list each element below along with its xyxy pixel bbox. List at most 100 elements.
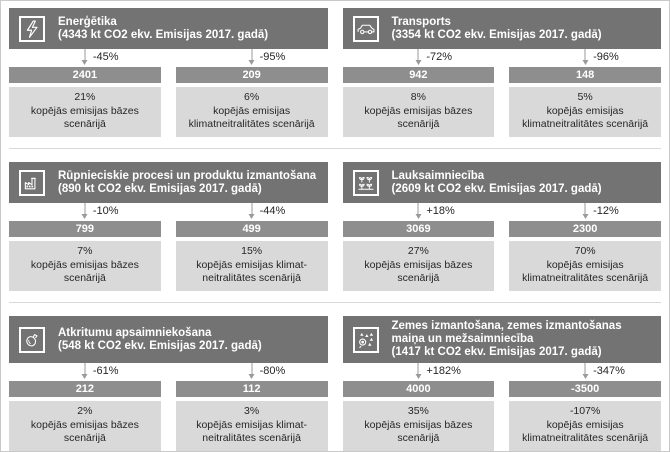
change-label: -10%	[92, 205, 119, 217]
panel-energy: Enerģētika (4343 kt CO2 ekv. Emisijas 20…	[9, 8, 328, 137]
change-label: -80%	[259, 365, 286, 377]
desc-label: kopējās emisijas klimatneitralitātes sce…	[522, 418, 649, 445]
desc-box: 8% kopējās emisijas bāzes scenārijā	[342, 87, 495, 137]
value-bar: 209	[175, 67, 328, 83]
desc-box: 15% kopējās emisijas klimat-neitralitāte…	[175, 241, 328, 291]
share-label: 6%	[244, 91, 260, 103]
share-label: 5%	[577, 91, 593, 103]
desc-label: kopējās emisijas bāzes scenārijā	[30, 104, 139, 131]
value-bar: 3069	[342, 221, 495, 237]
row-divider	[9, 302, 661, 303]
desc-box: 5% kopējās emisijas klimatneitralitātes …	[509, 87, 661, 137]
panel-energy-header: Enerģētika (4343 kt CO2 ekv. Emisijas 20…	[9, 8, 328, 49]
value-bar: 499	[175, 221, 328, 237]
panel-waste-header: Atkritumu apsaimniekošana (548 kt CO2 ek…	[9, 316, 328, 363]
value-bar: 148	[509, 67, 661, 83]
panel-land-use: Zemes izmantošana, zemes izmantošanas ma…	[342, 316, 661, 451]
share-label: 3%	[244, 405, 260, 417]
value-bar: 112	[175, 381, 328, 397]
panel-subtitle: (890 kt CO2 ekv. Emisijas 2017. gadā)	[58, 182, 262, 195]
down-arrow-icon	[584, 203, 586, 214]
panel-title: Atkritumu apsaimniekošana	[58, 326, 212, 339]
panel-subtitle: (4343 kt CO2 ekv. Emisijas 2017. gadā)	[58, 28, 269, 41]
base-scenario-column: +182% 4000 35% kopējās emisijas bāzes sc…	[342, 363, 495, 451]
down-arrow-icon	[417, 203, 419, 214]
desc-label: kopējās emisijas klimatneitralitātes sce…	[522, 104, 649, 131]
panel-industry-header: Rūpnieciskie procesi un produktu izmanto…	[9, 162, 328, 203]
neutrality-scenario-column: -44% 499 15% kopējās emisijas klimat-nei…	[175, 203, 328, 291]
panel-land-use-header: Zemes izmantošana, zemes izmantošanas ma…	[342, 316, 661, 363]
factory-icon	[19, 169, 45, 196]
change-label: -12%	[593, 205, 619, 217]
value-bar: 2300	[509, 221, 661, 237]
desc-label: kopējās emisijas bāzes scenārijā	[30, 418, 139, 445]
down-arrow-icon	[584, 49, 586, 60]
value-bar: 799	[9, 221, 161, 237]
down-arrow-icon	[417, 363, 419, 374]
change-label: -44%	[259, 205, 286, 217]
neutrality-scenario-column: -80% 112 3% kopējās emisijas klimat-neit…	[175, 363, 328, 451]
share-label: 21%	[74, 91, 96, 103]
change-label: -45%	[92, 51, 119, 63]
value-bar: 212	[9, 381, 161, 397]
share-label: 27%	[407, 245, 429, 257]
desc-box: 35% kopējās emisijas bāzes scenārijā	[342, 401, 495, 451]
value-bar: -3500	[509, 381, 661, 397]
value-bar: 2401	[9, 67, 161, 83]
waste-bag-icon	[19, 326, 45, 353]
desc-box: 7% kopējās emisijas bāzes scenārijā	[9, 241, 161, 291]
down-arrow-icon	[84, 49, 86, 60]
down-arrow-icon	[84, 363, 86, 374]
desc-box: 6% kopējās emisijas klimatneitralitātes …	[175, 87, 328, 137]
base-scenario-column: -45% 2401 21% kopējās emisijas bāzes sce…	[9, 49, 161, 137]
plants-icon	[352, 169, 379, 196]
change-label: +182%	[426, 365, 461, 377]
neutrality-scenario-column: -12% 2300 70% kopējās emisijas klimatnei…	[509, 203, 661, 291]
row-divider	[9, 148, 661, 149]
change-label: +18%	[426, 205, 455, 217]
base-scenario-column: +18% 3069 27% kopējās emisijas bāzes sce…	[342, 203, 495, 291]
panel-title: Lauksaimniecība	[391, 169, 485, 182]
panel-agriculture: Lauksaimniecība (2609 kt CO2 ekv. Emisij…	[342, 162, 661, 291]
desc-box: 2% kopējās emisijas bāzes scenārijā	[9, 401, 161, 451]
desc-box: 21% kopējās emisijas bāzes scenārijā	[9, 87, 161, 137]
panel-waste: Atkritumu apsaimniekošana (548 kt CO2 ek…	[9, 316, 328, 451]
panel-subtitle: (2609 kt CO2 ekv. Emisijas 2017. gadā)	[391, 182, 602, 195]
desc-label: kopējās emisijas klimat-neitralitātes sc…	[196, 418, 308, 445]
desc-box: 70% kopējās emisijas klimatneitralitātes…	[509, 241, 661, 291]
panel-subtitle: (548 kt CO2 ekv. Emisijas 2017. gadā)	[58, 339, 262, 352]
value-bar: 4000	[342, 381, 495, 397]
panel-subtitle: (1417 kt CO2 ekv. Emisijas 2017. gadā)	[391, 346, 602, 358]
base-scenario-column: -61% 212 2% kopējās emisijas bāzes scenā…	[9, 363, 161, 451]
neutrality-scenario-column: -347% -3500 -107% kopējās emisijas klima…	[509, 363, 661, 451]
panel-agriculture-header: Lauksaimniecība (2609 kt CO2 ekv. Emisij…	[342, 162, 661, 203]
base-scenario-column: -10% 799 7% kopējās emisijas bāzes scenā…	[9, 203, 161, 291]
share-label: 2%	[77, 405, 93, 417]
down-arrow-icon	[584, 363, 586, 374]
panel-transport-header: Transports (3354 kt CO2 ekv. Emisijas 20…	[342, 8, 661, 49]
value-bar: 942	[342, 67, 495, 83]
down-arrow-icon	[251, 49, 253, 60]
car-icon	[352, 15, 379, 42]
panel-title: Enerģētika	[58, 15, 117, 28]
change-label: -347%	[593, 365, 625, 377]
desc-label: kopējās emisijas klimatneitralitātes sce…	[188, 104, 315, 131]
panel-title: Transports	[391, 15, 451, 28]
change-label: -61%	[92, 365, 119, 377]
desc-box: 27% kopējās emisijas bāzes scenārijā	[342, 241, 495, 291]
neutrality-scenario-column: -96% 148 5% kopējās emisijas klimatneitr…	[509, 49, 661, 137]
desc-label: kopējās emisijas bāzes scenārijā	[364, 258, 473, 285]
change-label: -96%	[593, 51, 619, 63]
share-label: -107%	[569, 405, 601, 417]
desc-label: kopējās emisijas klimat-neitralitātes sc…	[196, 258, 308, 285]
down-arrow-icon	[84, 203, 86, 214]
panel-subtitle: (3354 kt CO2 ekv. Emisijas 2017. gadā)	[391, 28, 602, 41]
forest-land-icon	[352, 326, 379, 353]
change-label: -72%	[426, 51, 453, 63]
share-label: 8%	[410, 91, 426, 103]
base-scenario-column: -72% 942 8% kopējās emisijas bāzes scenā…	[342, 49, 495, 137]
lightning-icon	[19, 15, 45, 42]
share-label: 70%	[574, 245, 596, 257]
panel-industry: Rūpnieciskie procesi un produktu izmanto…	[9, 162, 328, 291]
